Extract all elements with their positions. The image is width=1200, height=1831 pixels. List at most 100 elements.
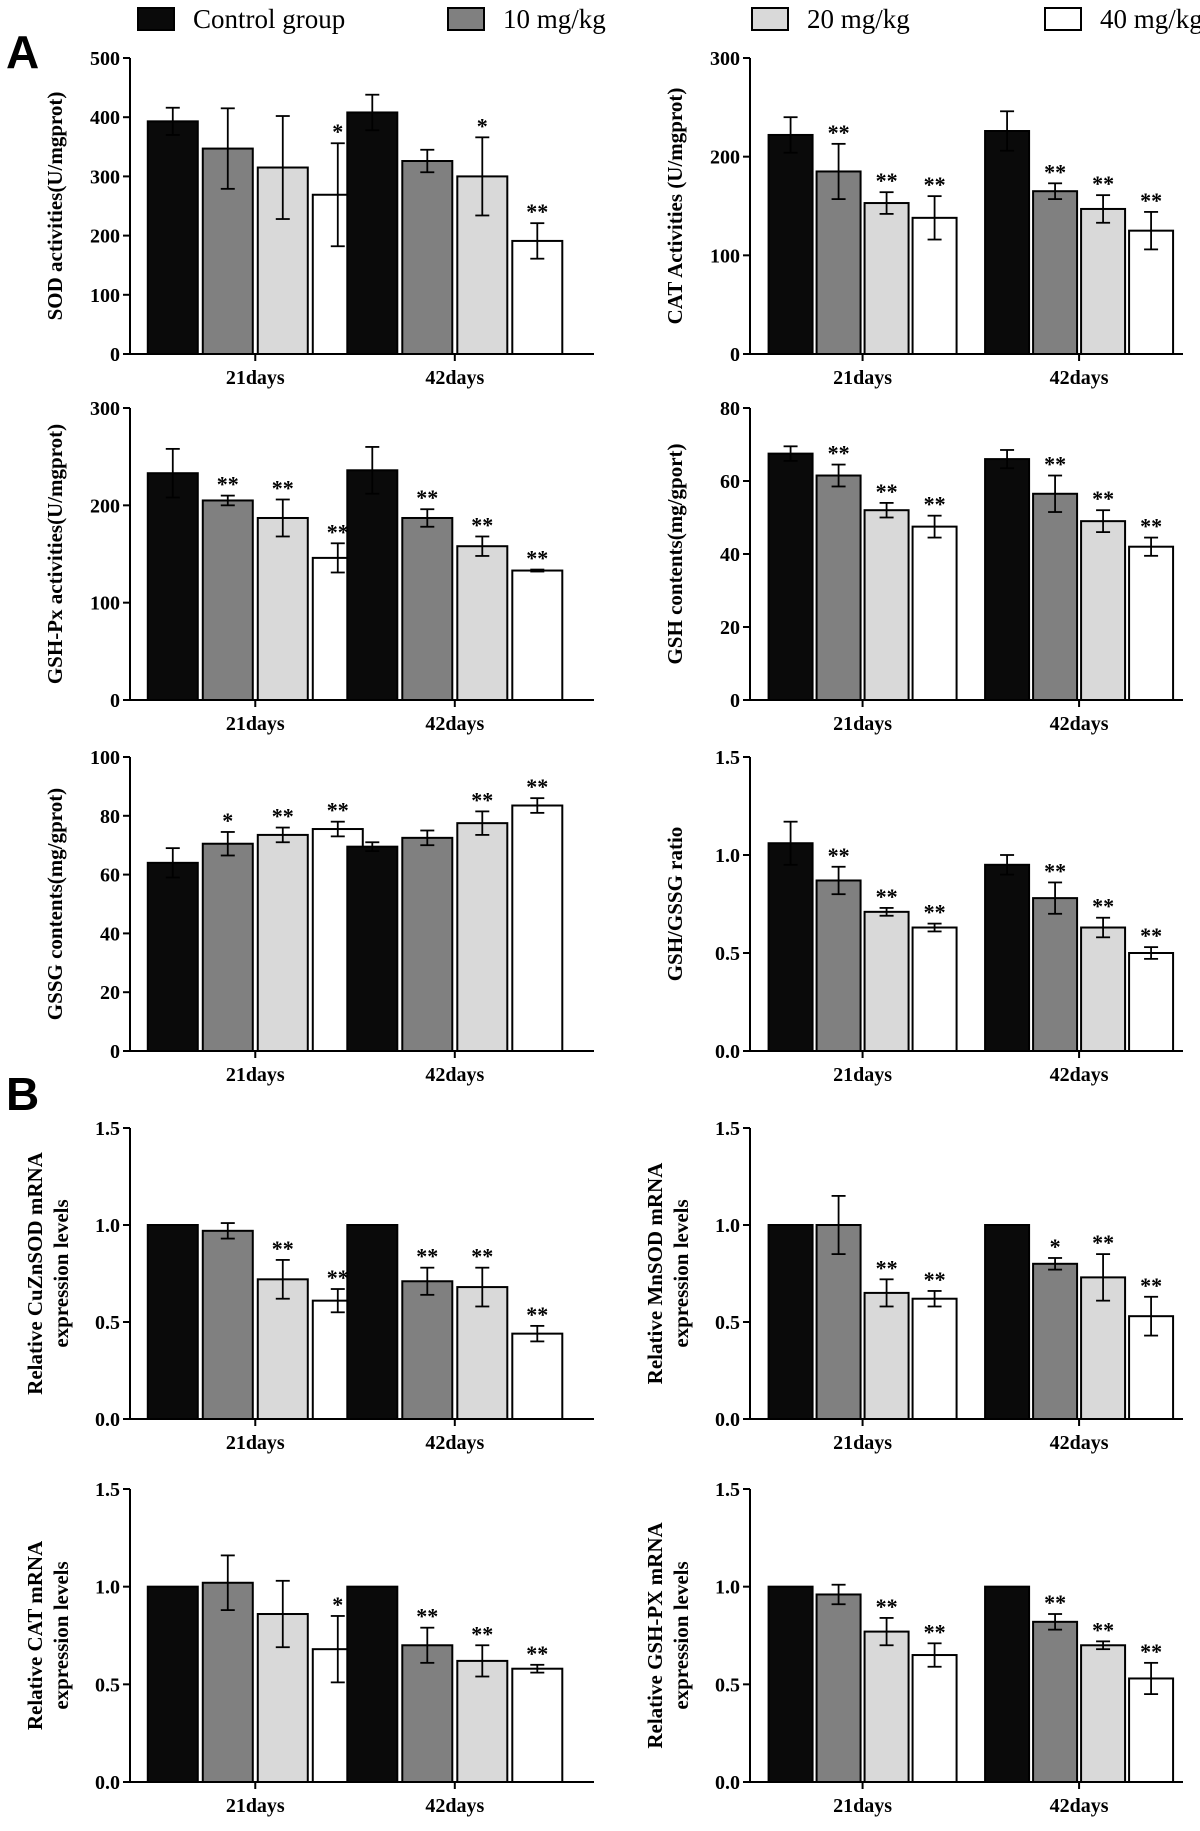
y-axis-label-line: Relative CAT mRNA bbox=[23, 1540, 47, 1730]
x-tick-label: 21days bbox=[833, 1795, 892, 1817]
significance-mark: ** bbox=[526, 1641, 548, 1666]
significance-mark: ** bbox=[876, 168, 898, 193]
y-tick-label: 80 bbox=[100, 806, 120, 828]
significance-mark: ** bbox=[526, 546, 548, 571]
y-tick-label: 500 bbox=[90, 48, 120, 70]
significance-mark: ** bbox=[1140, 514, 1162, 539]
significance-mark: ** bbox=[876, 1255, 898, 1280]
chart-panel: 0.0 0.5 1.0 1.5 GSH/GSSG ratio 21days ** ** ** 42… bbox=[663, 747, 1183, 1086]
significance-mark: ** bbox=[1140, 923, 1162, 948]
y-tick-label: 300 bbox=[90, 398, 120, 420]
chart-panel: 0 100 200 300 CAT Activities (U/mgprot) 21day… bbox=[663, 48, 1183, 389]
y-tick-label: 1.0 bbox=[95, 1577, 120, 1599]
bar bbox=[863, 1291, 910, 1421]
y-tick-label: 1.5 bbox=[95, 1118, 120, 1140]
y-tick-label: 0.0 bbox=[95, 1772, 120, 1794]
significance-mark: ** bbox=[272, 475, 294, 500]
y-tick-label: 20 bbox=[100, 982, 120, 1004]
bar bbox=[146, 120, 199, 356]
bar bbox=[346, 111, 399, 355]
y-axis-label-line: Relative CuZnSOD mRNA bbox=[23, 1151, 47, 1395]
y-tick-label: 20 bbox=[720, 617, 740, 639]
bar bbox=[863, 1630, 910, 1784]
bar bbox=[146, 861, 199, 1053]
bar bbox=[346, 469, 399, 701]
chart-panel: 0 100 200 300 400 500 SOD activities(U/mgprot)… bbox=[43, 48, 594, 389]
y-tick-label: 0.5 bbox=[95, 1674, 120, 1696]
y-axis-label-line: GSH/GSSG ratio bbox=[663, 827, 687, 982]
significance-mark: ** bbox=[1092, 171, 1114, 196]
significance-mark: ** bbox=[1140, 1273, 1162, 1298]
y-axis-label-line: expression levels bbox=[669, 1561, 693, 1709]
bar bbox=[1080, 520, 1127, 702]
x-tick-label: 42days bbox=[425, 1064, 484, 1086]
significance-mark: ** bbox=[272, 804, 294, 829]
y-tick-label: 60 bbox=[100, 865, 120, 887]
y-tick-label: 40 bbox=[100, 923, 120, 945]
legend-label: 40 mg/kg bbox=[1100, 4, 1200, 34]
significance-mark: ** bbox=[327, 519, 349, 544]
significance-mark: ** bbox=[1092, 894, 1114, 919]
x-tick-label: 42days bbox=[425, 713, 484, 735]
legend-item: 40 mg/kg bbox=[1044, 4, 1200, 34]
y-axis-label-line: SOD activities(U/mgprot) bbox=[43, 92, 67, 321]
significance-mark: ** bbox=[876, 1594, 898, 1619]
significance-mark: ** bbox=[876, 884, 898, 909]
x-tick-label: 42days bbox=[1050, 1432, 1109, 1454]
bar bbox=[511, 1332, 564, 1421]
y-tick-label: 0.5 bbox=[715, 1312, 740, 1334]
bar bbox=[863, 509, 910, 702]
bar bbox=[815, 1224, 862, 1420]
significance-mark: ** bbox=[1140, 1639, 1162, 1664]
bar bbox=[815, 474, 862, 701]
y-tick-label: 0.5 bbox=[95, 1312, 120, 1334]
chart-panel: 0.0 0.5 1.0 1.5 Relative GSH-PX mRNAexpressi… bbox=[643, 1479, 1183, 1817]
bar bbox=[1080, 207, 1127, 355]
bar bbox=[511, 1667, 564, 1783]
bar bbox=[401, 516, 454, 702]
y-tick-label: 100 bbox=[710, 245, 740, 267]
significance-mark: ** bbox=[828, 120, 850, 145]
y-tick-label: 100 bbox=[90, 593, 120, 615]
y-tick-label: 80 bbox=[720, 398, 740, 420]
significance-mark: ** bbox=[471, 1244, 493, 1269]
y-axis-label: GSH/GSSG ratio bbox=[663, 827, 687, 982]
panel-label-b: B bbox=[6, 1068, 39, 1120]
bar bbox=[911, 1297, 958, 1420]
bar bbox=[401, 1644, 454, 1784]
bar bbox=[1128, 952, 1175, 1052]
significance-mark: ** bbox=[828, 843, 850, 868]
bar bbox=[767, 452, 814, 701]
legend-label: 20 mg/kg bbox=[807, 4, 910, 34]
x-tick-label: 21days bbox=[226, 1795, 285, 1817]
significance-mark: ** bbox=[272, 1236, 294, 1261]
legend-item: 10 mg/kg bbox=[447, 4, 606, 34]
bar bbox=[1080, 1644, 1127, 1784]
x-tick-label: 42days bbox=[425, 1795, 484, 1817]
y-tick-label: 0.0 bbox=[95, 1409, 120, 1431]
bar bbox=[401, 1280, 454, 1421]
legend-swatch bbox=[137, 7, 175, 31]
y-tick-label: 0 bbox=[110, 1041, 120, 1063]
x-tick-label: 21days bbox=[833, 1064, 892, 1086]
legend-swatch bbox=[1044, 7, 1082, 31]
x-tick-label: 42days bbox=[1050, 1064, 1109, 1086]
x-tick-label: 21days bbox=[226, 367, 285, 389]
bar bbox=[1032, 897, 1079, 1052]
legend-swatch bbox=[751, 7, 789, 31]
y-tick-label: 100 bbox=[90, 285, 120, 307]
significance-mark: ** bbox=[217, 472, 239, 497]
bar bbox=[863, 202, 910, 355]
y-axis-label-line: expression levels bbox=[669, 1199, 693, 1347]
significance-mark: ** bbox=[471, 787, 493, 812]
bar bbox=[401, 836, 454, 1052]
legend-item: 20 mg/kg bbox=[751, 4, 910, 34]
bar bbox=[911, 926, 958, 1053]
x-tick-label: 42days bbox=[425, 367, 484, 389]
y-tick-label: 0.0 bbox=[715, 1409, 740, 1431]
y-tick-label: 1.5 bbox=[715, 1118, 740, 1140]
significance-mark: ** bbox=[1044, 858, 1066, 883]
bar bbox=[346, 1585, 399, 1783]
y-axis-label: Relative CAT mRNAexpression levels bbox=[23, 1540, 73, 1730]
bar bbox=[767, 842, 814, 1052]
